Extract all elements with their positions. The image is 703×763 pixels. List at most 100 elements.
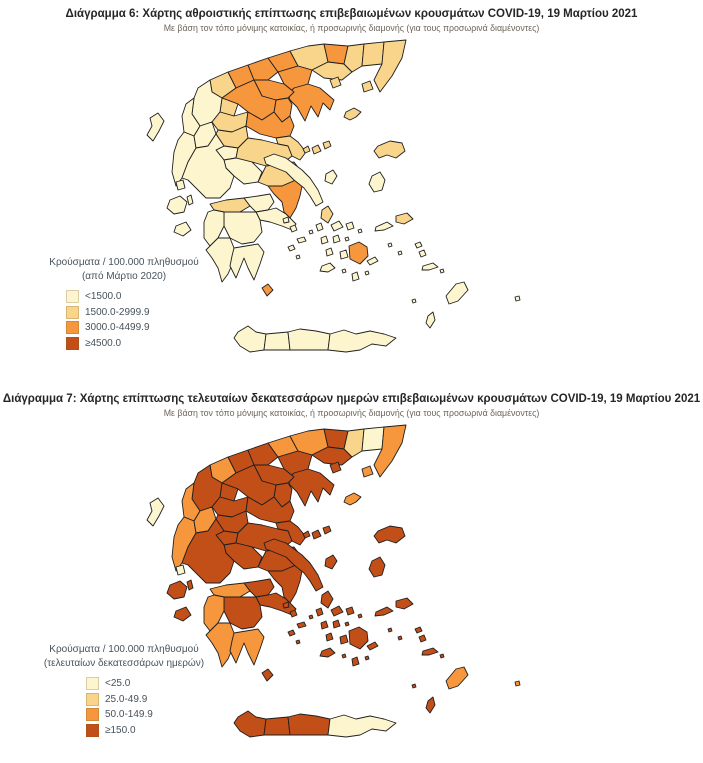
region-chios xyxy=(368,556,386,578)
region-kefalonia xyxy=(166,195,188,215)
region-limnos xyxy=(343,107,362,121)
region-thasos xyxy=(329,461,342,474)
region-rethymno xyxy=(263,331,291,351)
region-lesvos xyxy=(373,140,406,159)
region-evia xyxy=(263,153,324,207)
region-larissa xyxy=(245,111,295,139)
region-achaia xyxy=(209,582,251,598)
region-xanthi xyxy=(343,43,365,73)
legend-item: <1500.0 xyxy=(66,290,240,303)
legend-title: Κρούσματα / 100.000 πληθυσμού (από Μάρτι… xyxy=(8,256,240,283)
region-islet_j xyxy=(411,683,417,689)
region-kastellorizo xyxy=(514,295,521,302)
legend-label: ≥4500.0 xyxy=(85,337,122,349)
region-heraklion xyxy=(287,713,331,736)
region-salamina xyxy=(282,216,290,224)
legend-swatch-cat1 xyxy=(66,290,79,303)
region-islet_a xyxy=(308,229,314,235)
region-xanthi xyxy=(343,428,365,458)
region-mykonos xyxy=(345,606,355,616)
region-corfu xyxy=(146,497,165,527)
region-tinos xyxy=(330,220,344,232)
region-evros xyxy=(373,424,407,478)
legend-items: <1500.0 1500.0-2999.9 3000.0-4499.9 ≥4500.0 xyxy=(66,290,240,350)
region-corinthia xyxy=(243,578,275,598)
region-islet_h xyxy=(439,268,445,274)
figure-title: Διάγραμμα 6: Χάρτης αθροιστικής επίπτωση… xyxy=(65,8,638,20)
region-ikaria xyxy=(374,221,394,232)
region-lasithi xyxy=(327,329,397,353)
region-islet_f xyxy=(341,268,347,274)
region-pella xyxy=(247,57,279,81)
region-chalkidiki xyxy=(287,468,335,507)
region-chania xyxy=(233,325,267,353)
region-rodopi xyxy=(361,426,385,452)
region-islet_e xyxy=(397,250,403,256)
region-thasos xyxy=(329,76,342,89)
legend-title: Κρούσματα / 100.000 πληθυσμού (τελευταίω… xyxy=(8,643,240,670)
region-islet_b xyxy=(344,621,350,627)
region-tinos xyxy=(330,605,344,617)
region-rethymno xyxy=(263,716,291,736)
region-hydra xyxy=(296,621,307,629)
region-islet_a xyxy=(308,614,314,620)
region-samos xyxy=(395,597,414,610)
region-amorgos xyxy=(366,641,379,651)
region-samos xyxy=(395,212,414,225)
region-santorini xyxy=(351,656,360,667)
region-islet_d xyxy=(387,242,393,248)
region-amorgos xyxy=(366,256,379,266)
region-ithaki xyxy=(186,194,194,206)
region-islet_j xyxy=(411,298,417,304)
legend-title-line2: (από Μάρτιο 2020) xyxy=(81,270,167,282)
region-kythnos xyxy=(320,235,329,245)
legend-swatch-cat4 xyxy=(66,336,79,350)
region-skopelos xyxy=(311,529,322,540)
region-attica xyxy=(267,564,303,604)
region-paros xyxy=(339,249,349,260)
region-leros xyxy=(414,241,423,249)
legend-14day: Κρούσματα / 100.000 πληθυσμού (τελευταίω… xyxy=(8,643,240,739)
region-evia xyxy=(263,538,324,592)
region-laconia xyxy=(229,628,265,666)
region-kastellorizo xyxy=(514,680,521,687)
region-corfu xyxy=(146,112,165,142)
region-karpathos xyxy=(425,696,436,714)
legend-label: 50.0-149.9 xyxy=(105,709,153,720)
region-chalkidiki xyxy=(287,83,335,122)
legend-item: <25.0 xyxy=(86,677,240,690)
region-messinia xyxy=(205,237,235,283)
region-kefalonia xyxy=(166,580,188,600)
figure-map6-cumulative-incidence: Διάγραμμα 6: Χάρτης αθροιστικής επίπτωση… xyxy=(8,8,638,353)
region-chania xyxy=(233,710,267,738)
figure-map7-14day-incidence: Διάγραμμα 7: Χάρτης επίπτωσης τελευταίων… xyxy=(0,385,703,763)
region-andros xyxy=(320,590,334,609)
region-aegina xyxy=(289,609,298,618)
region-kalymnos xyxy=(418,634,427,643)
legend-item: 1500.0-2999.9 xyxy=(66,305,240,319)
region-naxos xyxy=(348,626,369,650)
region-kythira xyxy=(261,668,274,682)
region-islet_g xyxy=(364,655,370,661)
region-islet_c xyxy=(357,228,363,234)
legend-item: ≥4500.0 xyxy=(66,336,240,350)
region-islet_c xyxy=(357,613,363,619)
region-lasithi xyxy=(327,714,397,738)
region-kos xyxy=(421,647,439,656)
legend-item: 25.0-49.9 xyxy=(86,692,240,706)
legend-cumulative: Κρούσματα / 100.000 πληθυσμού (από Μάρτι… xyxy=(8,256,240,352)
region-aegina xyxy=(289,224,298,233)
legend-item: 50.0-149.9 xyxy=(86,708,240,721)
region-skiathos xyxy=(302,530,311,539)
region-larissa xyxy=(245,496,295,524)
region-skiathos xyxy=(302,145,311,154)
region-andros xyxy=(320,205,334,224)
region-skyros xyxy=(324,554,338,570)
region-syros xyxy=(332,234,341,244)
legend-items: <25.0 25.0-49.9 50.0-149.9 ≥150.0 xyxy=(86,677,240,737)
legend-swatch-cat3 xyxy=(86,708,99,721)
region-milos xyxy=(319,647,336,658)
region-kos xyxy=(421,262,439,271)
region-lefkada xyxy=(175,564,186,576)
region-salamina xyxy=(282,601,290,609)
